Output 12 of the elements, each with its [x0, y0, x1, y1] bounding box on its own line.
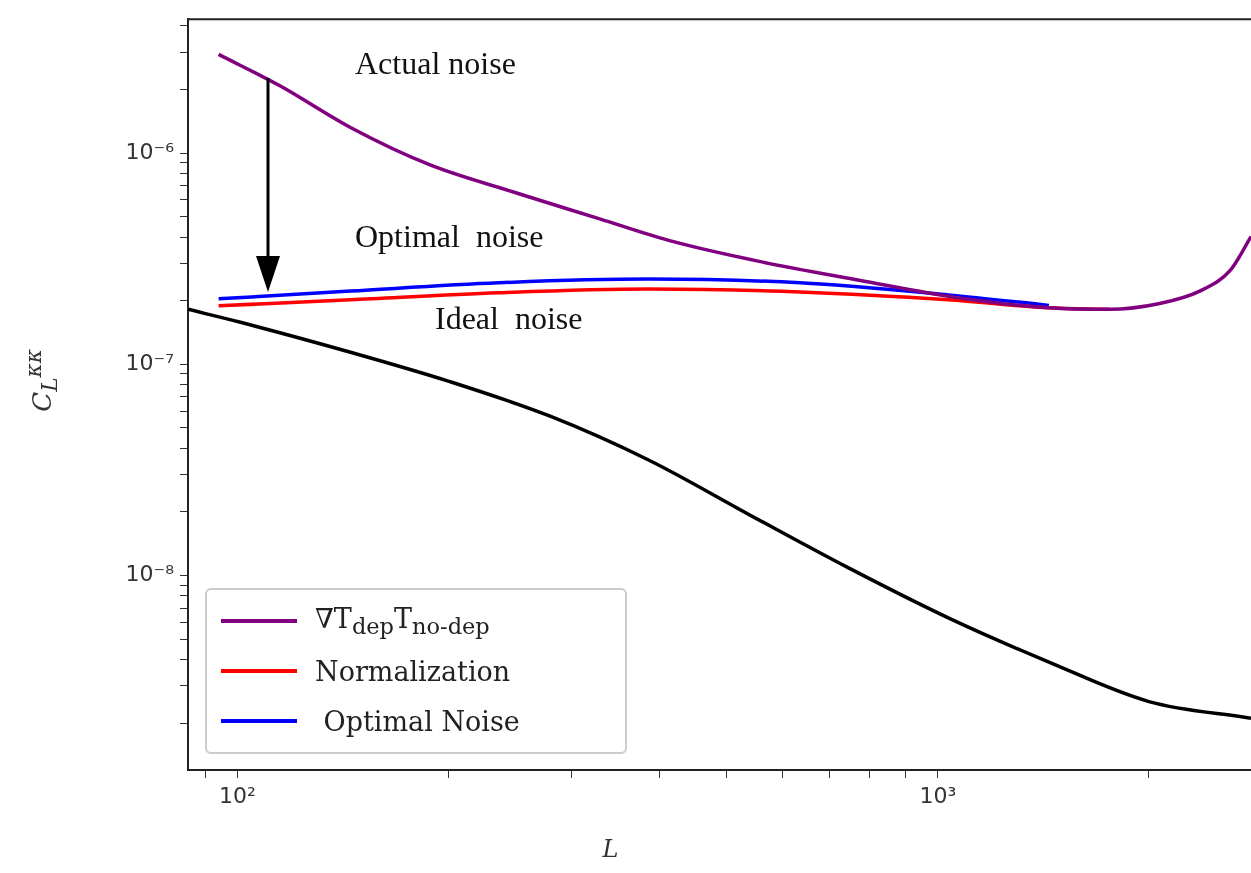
- y-tick-label: 10⁻⁸: [125, 561, 175, 587]
- x-axis-title: L: [601, 835, 620, 863]
- annotation: Ideal noise: [435, 300, 583, 337]
- y-tick-label: 10⁻⁷: [125, 349, 174, 375]
- legend-label: ∇T$_{dep}$T$_{no-dep}$: [315, 602, 490, 640]
- x-tick-label: 10²: [219, 782, 256, 808]
- legend-label: Optimal Noise: [322, 705, 520, 737]
- annotation: Actual noise: [355, 45, 516, 82]
- legend-label: Normalization: [315, 655, 511, 687]
- x-tick-label: 10³: [919, 782, 957, 808]
- y-tick-label: 10⁻⁶: [125, 138, 175, 164]
- annotation: Optimal noise: [355, 218, 544, 255]
